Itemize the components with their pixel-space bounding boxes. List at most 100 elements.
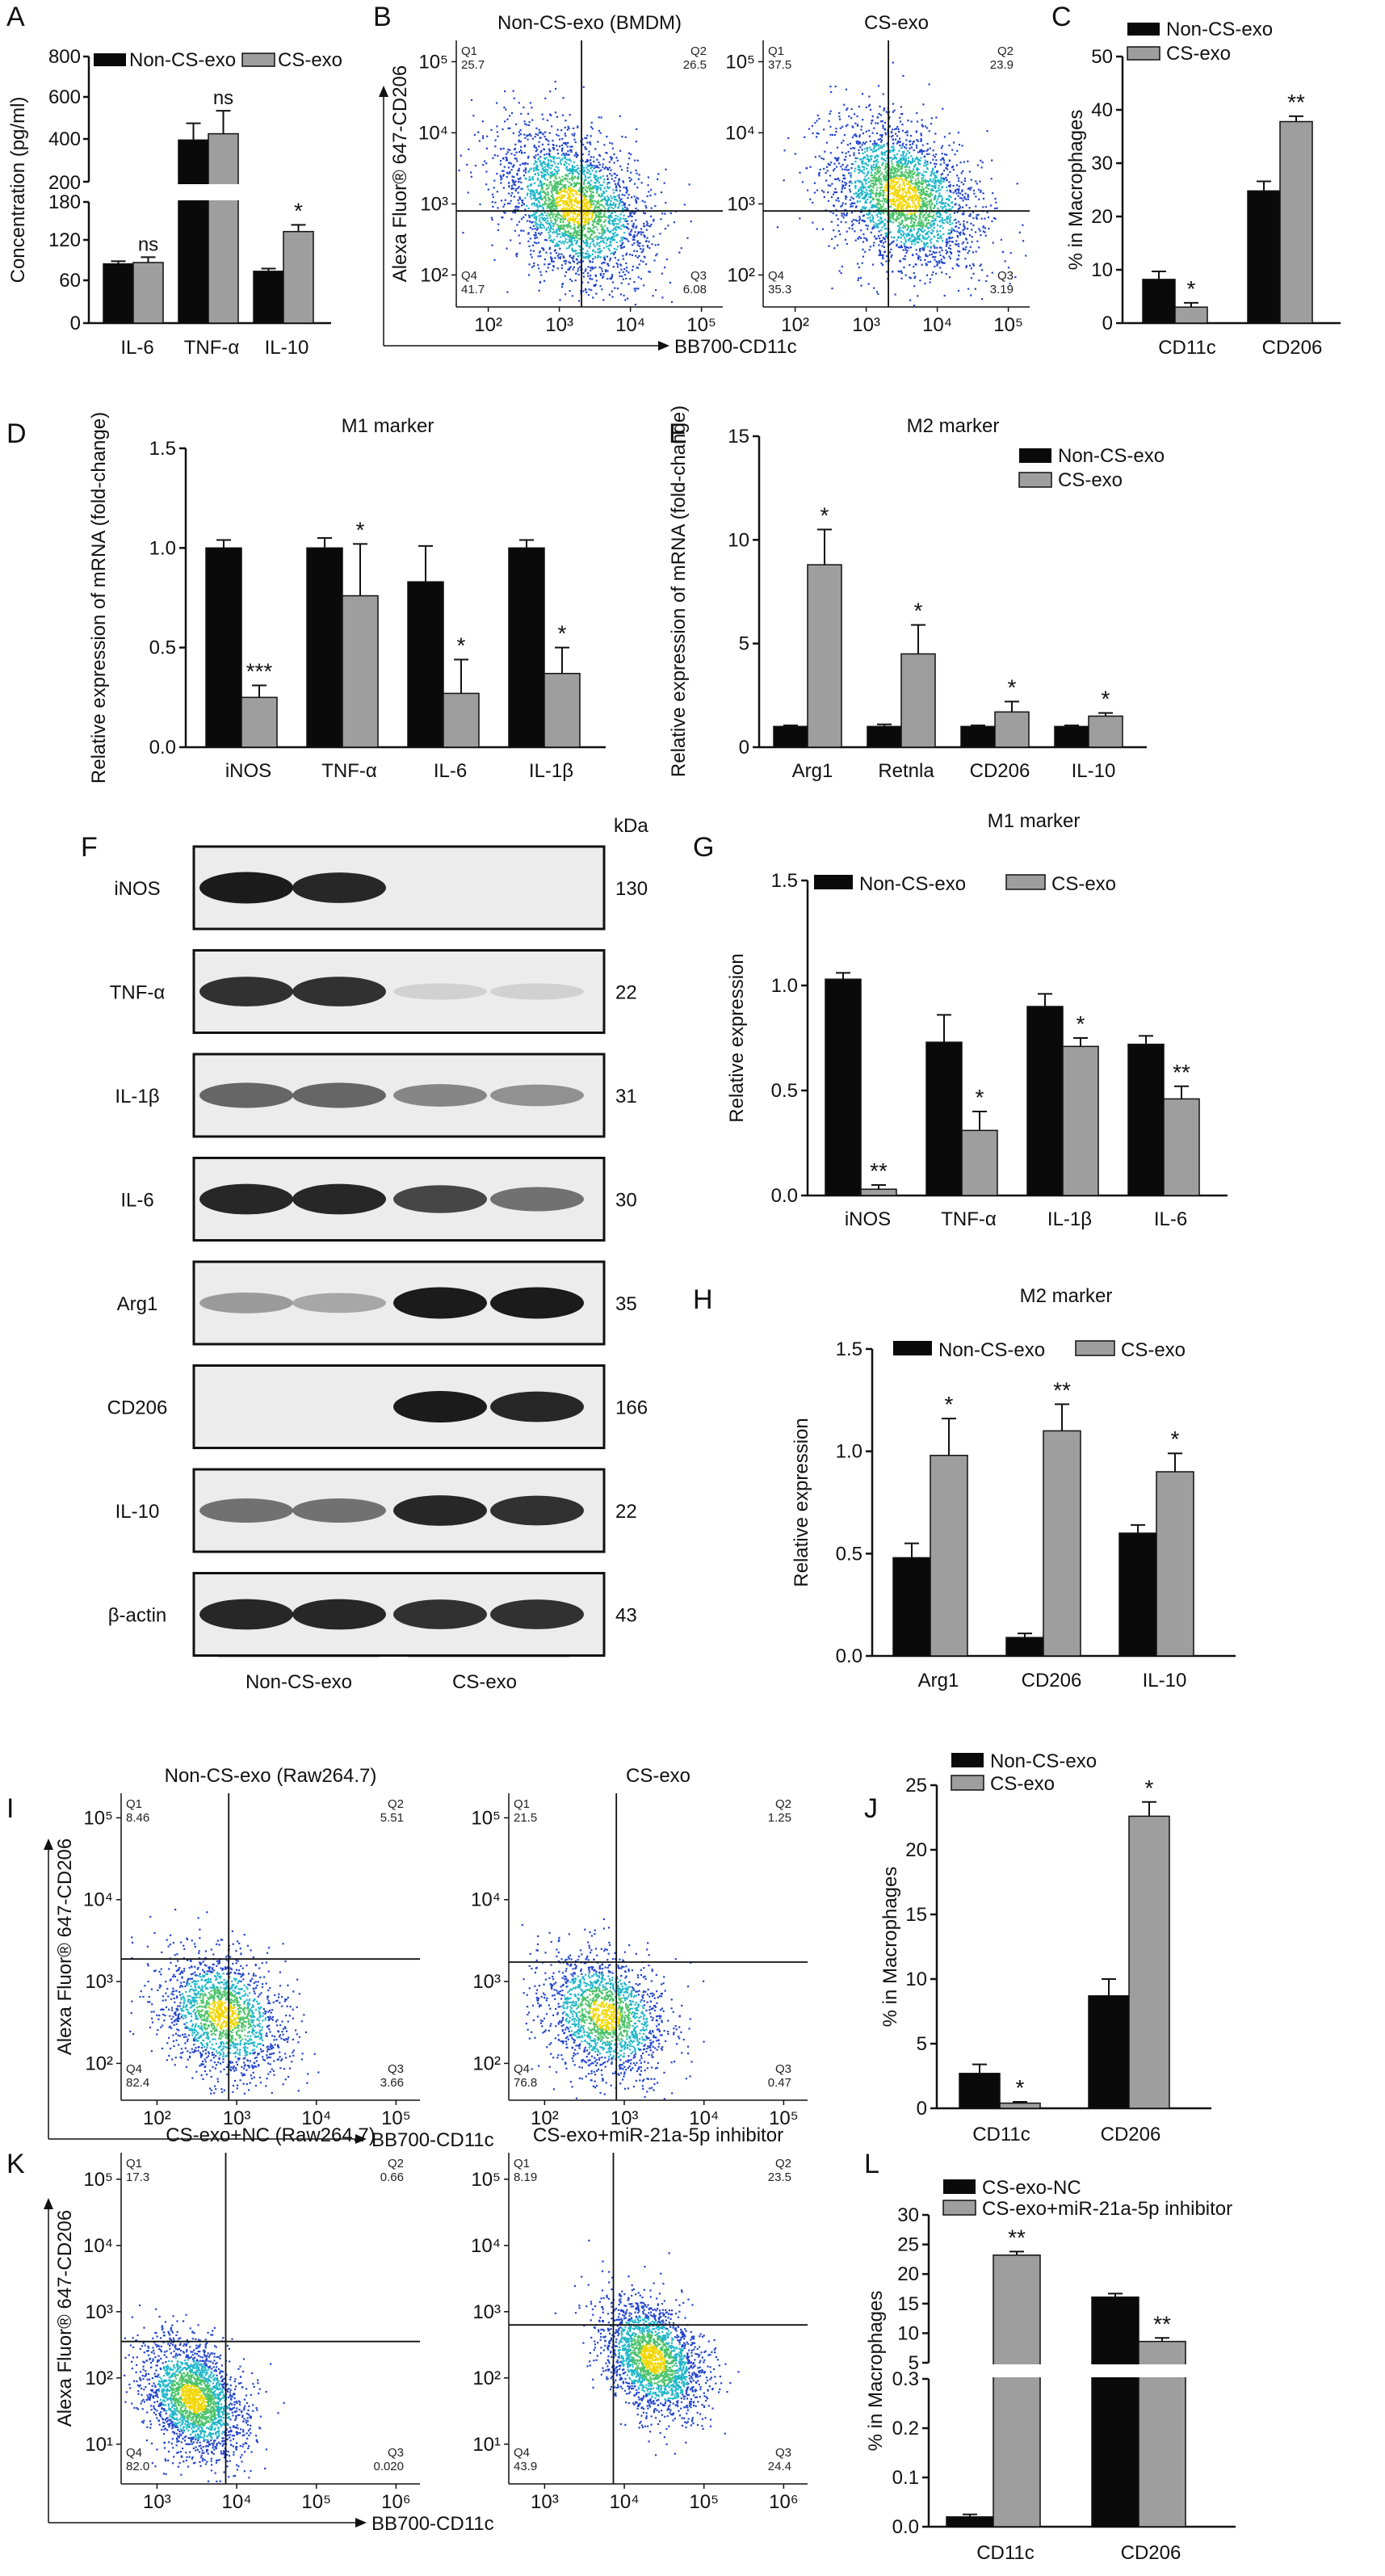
quadrant-name: Q4 [126,2446,142,2460]
significance-label: * [821,503,829,528]
band-label: iNOS [114,878,160,900]
quadrant-percent: 3.19 [990,283,1014,296]
y-tick: 600 [48,86,81,108]
flow-x-tick: 10⁶ [769,2491,799,2513]
quadrant-name: Q3 [775,2446,791,2460]
flow-events [458,80,692,306]
bar-cs-exo-nc-cd11c [946,2516,994,2528]
flow-y-tick: 10² [85,2368,113,2389]
flow-plot-title: CS-exo+NC (Raw264.7) [166,2124,375,2146]
x-tick-cd206: CD206 [1121,2542,1181,2564]
band-label: β-actin [108,1605,167,1627]
flow-y-tick: 10² [472,2053,501,2074]
significance-label: * [1008,675,1017,700]
blot-band [490,983,584,1000]
significance-label: * [1171,1427,1180,1452]
blot-band [490,1391,584,1422]
panel-b-flow: Non-CS-exo (BMDM)Q125.7Q226.5Q441.7Q36.0… [379,12,1030,358]
x-tick: IL-1β [1047,1208,1092,1230]
kda-value: 22 [615,1501,637,1523]
y-tick: 10 [1091,259,1113,281]
quadrant-name: Q4 [514,2062,530,2076]
group-label: Non-CS-exo [246,1671,352,1693]
quadrant-name: Q3 [775,2062,791,2076]
y-tick: 0.1 [892,2467,919,2489]
y-tick: 0 [739,737,749,759]
quadrant-name: Q2 [775,2157,791,2170]
quadrant-name: Q3 [388,2446,404,2460]
legend-label: Non-CS-exo [859,873,966,895]
significance-label: * [914,599,923,624]
quadrant-percent: 25.7 [461,58,485,72]
bar-non-cs-exo-il-6 [103,263,134,324]
blot-band [199,872,293,904]
flow-y-tick: 10² [420,264,448,286]
flow-plot-title: Non-CS-exo (Raw264.7) [165,1765,377,1787]
quadrant-name: Q1 [126,2157,142,2170]
quadrant-name: Q1 [126,1797,142,1811]
kda-unit: kDa [614,815,648,837]
significance-label: * [1187,276,1196,301]
y-tick: 0.5 [771,1080,798,1102]
quadrant-name: Q3 [388,2062,404,2076]
bar-non-cs-exo-cd11c [959,2073,1001,2109]
flow-y-axis-label: Alexa Fluor® 647-CD206 [54,1838,76,2055]
significance-label: ** [1053,1377,1071,1402]
panel-e-chart: M2 marker 0 5 10 15 Relative expression of … [668,406,1165,782]
panel-l-chart: 0.0 0.1 0.2 0.35 10 15 20 25 30 % in Macrophages… [865,2177,1236,2564]
flow-y-tick: 10² [727,264,755,286]
quadrant-percent: 35.3 [768,283,791,296]
band-label: IL-10 [115,1501,160,1523]
x-tick: Retnla [878,760,934,782]
x-tick: Arg1 [918,1670,959,1691]
y-tick: 800 [48,46,81,68]
significance-label: * [558,621,567,646]
bar-cs-exo-arg1 [930,1454,968,1657]
significance-label: * [1077,1011,1085,1036]
y-tick: 0 [70,313,81,334]
legend-label: CS-exo [1058,469,1123,491]
chart-title: M2 marker [907,415,1000,437]
x-tick-cd11c: CD11c [976,2542,1035,2564]
panel-label-g: G [693,832,714,863]
y-tick: 10 [905,1969,927,1990]
flow-x-tick: 10⁴ [610,2491,640,2513]
y-tick: 5 [909,2352,919,2374]
quadrant-name: Q1 [514,1797,530,1811]
chart-title: M1 marker [342,415,434,437]
blot-band [199,1183,293,1215]
significance-label: * [945,1392,954,1417]
y-tick: 180 [48,191,81,213]
bar-non-cs-exo-il-10 [253,271,284,324]
y-tick: 60 [59,270,81,292]
quadrant-name: Q2 [690,44,707,58]
flow-x-tick: 10⁵ [689,2491,719,2513]
flow-x-tick: 10⁴ [922,314,952,336]
flow-y-tick: 10³ [420,193,448,215]
quadrant-name: Q4 [768,269,784,283]
flow-y-tick: 10⁴ [83,1889,113,1911]
quadrant-name: Q4 [126,2062,142,2076]
panel-j-chart: 0 5 10 15 20 25 % in Macrophages * * CD11c CD2… [879,1750,1211,2145]
chart-title: M2 marker [1020,1285,1113,1307]
flow-x-tick: 10⁵ [686,314,716,336]
flow-y-tick: 10³ [727,193,755,215]
y-tick: 1.5 [771,870,798,892]
bar-cs-exo-inos [860,1188,897,1196]
x-tick: CD206 [970,760,1030,782]
bar-cs-exo-retnla [900,653,936,748]
y-axis-label: Relative expression of mRNA (fold-change… [668,406,690,777]
blot-band [292,1498,386,1523]
flow-y-tick: 10⁵ [471,2169,501,2191]
quadrant-percent: 82.0 [126,2460,149,2473]
blot-band [393,1599,487,1629]
bar-non-cs-exo-tnf- [306,547,343,748]
bar-cs-exo-il-1- [1062,1045,1099,1196]
band-label: Arg1 [117,1293,158,1315]
panel-g-chart: M1 marker 0.0 0.5 1.0 1.5 Relative expressi… [726,810,1228,1230]
flow-events [129,1908,320,2095]
panel-label-h: H [693,1284,713,1315]
x-tick: IL-1β [529,760,573,782]
quadrant-percent: 23.5 [768,2170,791,2184]
flow-x-tick: 10² [143,2107,171,2129]
